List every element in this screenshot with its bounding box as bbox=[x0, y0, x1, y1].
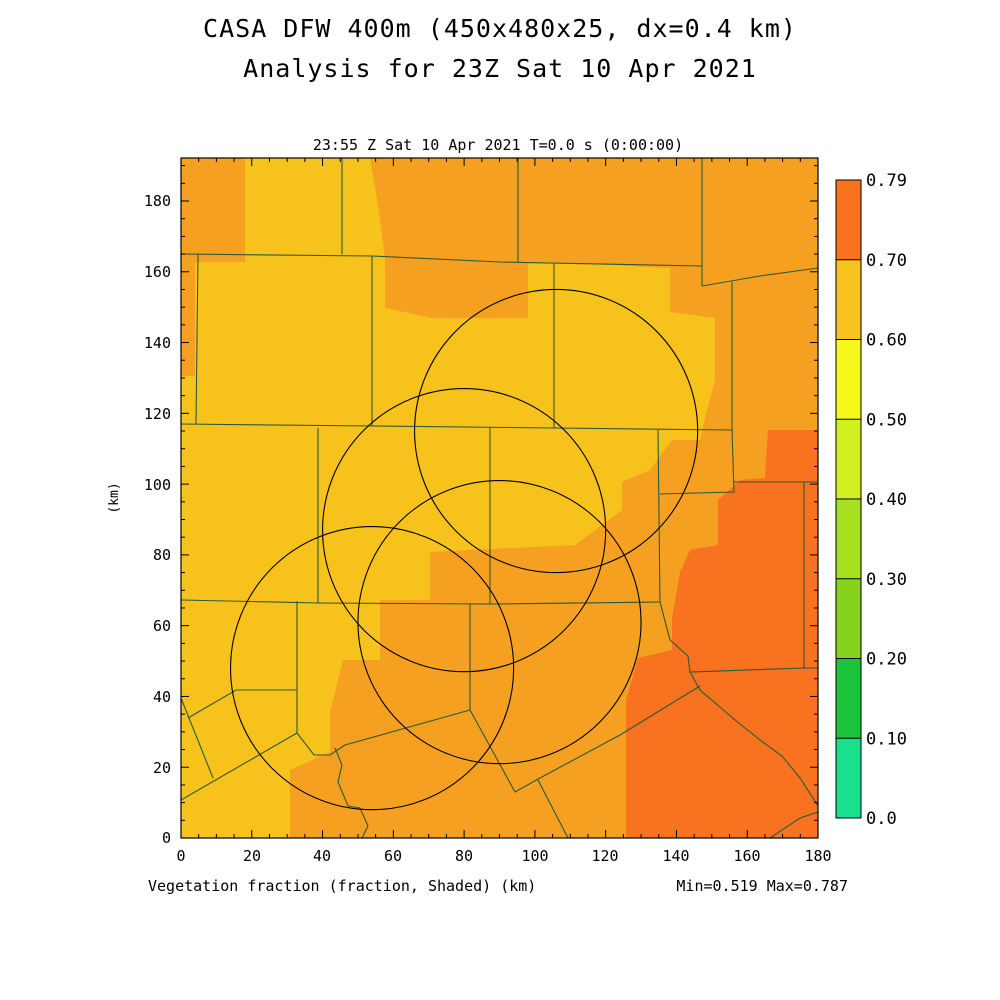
x-tick-label: 140 bbox=[662, 847, 689, 865]
radar-ring bbox=[414, 288, 699, 574]
colorbar-label: 0.10 bbox=[866, 729, 907, 749]
x-tick-labels: 0 20 40 60 80 100 120 140 160 180 bbox=[176, 847, 831, 865]
y-tick-label: 160 bbox=[144, 263, 171, 281]
colorbar-label: 0.70 bbox=[866, 251, 907, 271]
radar-ring bbox=[229, 526, 515, 811]
county-line bbox=[657, 429, 661, 603]
y-tick-label: 140 bbox=[144, 334, 171, 352]
county-line bbox=[181, 423, 733, 431]
colorbar-segment bbox=[836, 578, 861, 659]
county-line bbox=[689, 671, 818, 807]
colorbar-segment bbox=[836, 499, 861, 579]
county-line bbox=[537, 779, 569, 838]
y-tick-labels: 0 20 40 60 80 100 120 140 160 180 bbox=[144, 192, 171, 847]
x-tick-label: 180 bbox=[804, 847, 831, 865]
x-tick-label: 40 bbox=[313, 847, 331, 865]
figure-title: CASA DFW 400m (450x480x25, dx=0.4 km) bbox=[203, 14, 797, 43]
y-tick-label: 40 bbox=[153, 688, 171, 706]
y-tick-label: 20 bbox=[153, 759, 171, 777]
y-tick-label: 100 bbox=[144, 476, 171, 494]
county-line bbox=[187, 689, 297, 719]
radar-ring bbox=[322, 388, 607, 673]
min-max-stats: Min=0.519 Max=0.787 bbox=[676, 877, 848, 895]
county-line bbox=[701, 267, 818, 287]
county-line bbox=[334, 747, 369, 838]
county-line bbox=[769, 811, 818, 838]
county-line bbox=[181, 599, 661, 605]
y-tick-label: 120 bbox=[144, 405, 171, 423]
field-region bbox=[626, 430, 818, 838]
colorbar-segment bbox=[836, 180, 861, 260]
colorbar-label: 0.79 bbox=[866, 171, 907, 191]
x-tick-label: 0 bbox=[176, 847, 185, 865]
x-tick-label: 120 bbox=[591, 847, 618, 865]
plot-time-label: 23:55 Z Sat 10 Apr 2021 T=0.0 s (0:00:00… bbox=[313, 136, 683, 154]
y-tick-label: 0 bbox=[162, 829, 171, 847]
colorbar-segment bbox=[836, 738, 861, 818]
field-region bbox=[181, 158, 245, 376]
x-tick-label: 20 bbox=[243, 847, 261, 865]
y-axis-label: (km) bbox=[107, 482, 122, 513]
colorbar-label: 0.30 bbox=[866, 570, 907, 590]
county-line bbox=[181, 253, 703, 267]
county-line bbox=[181, 697, 214, 779]
county-line bbox=[659, 429, 735, 495]
county-line bbox=[181, 685, 701, 801]
y-tick-label: 80 bbox=[153, 546, 171, 564]
radar-range-rings bbox=[229, 288, 699, 811]
vegetation-field bbox=[181, 158, 818, 838]
county-boundaries bbox=[181, 158, 818, 838]
y-tick-label: 180 bbox=[144, 192, 171, 210]
colorbar-label: 0.0 bbox=[866, 809, 897, 829]
colorbar-label: 0.60 bbox=[866, 331, 907, 351]
colorbar-segment bbox=[836, 658, 861, 739]
figure-subtitle: Analysis for 23Z Sat 10 Apr 2021 bbox=[243, 54, 757, 83]
colorbar-label: 0.40 bbox=[866, 490, 907, 510]
radar-ring bbox=[357, 480, 642, 765]
y-tick-label: 60 bbox=[153, 617, 171, 635]
colorbar-segment bbox=[836, 419, 861, 499]
axis-ticks bbox=[180, 158, 819, 839]
colorbar-label: 0.50 bbox=[866, 410, 907, 430]
colorbar: 0.0 0.10 0.20 0.30 0.40 0.50 0.60 0.70 0.79 bbox=[835, 171, 907, 829]
colorbar-label: 0.20 bbox=[866, 650, 907, 670]
colorbar-segment bbox=[836, 339, 861, 420]
county-line bbox=[195, 253, 199, 425]
x-tick-label: 60 bbox=[384, 847, 402, 865]
county-line bbox=[659, 601, 818, 673]
x-tick-label: 160 bbox=[733, 847, 760, 865]
colorbar-segment bbox=[836, 259, 861, 340]
x-tick-label: 80 bbox=[455, 847, 473, 865]
x-tick-label: 100 bbox=[521, 847, 548, 865]
field-label: Vegetation fraction (fraction, Shaded) (… bbox=[148, 877, 536, 895]
